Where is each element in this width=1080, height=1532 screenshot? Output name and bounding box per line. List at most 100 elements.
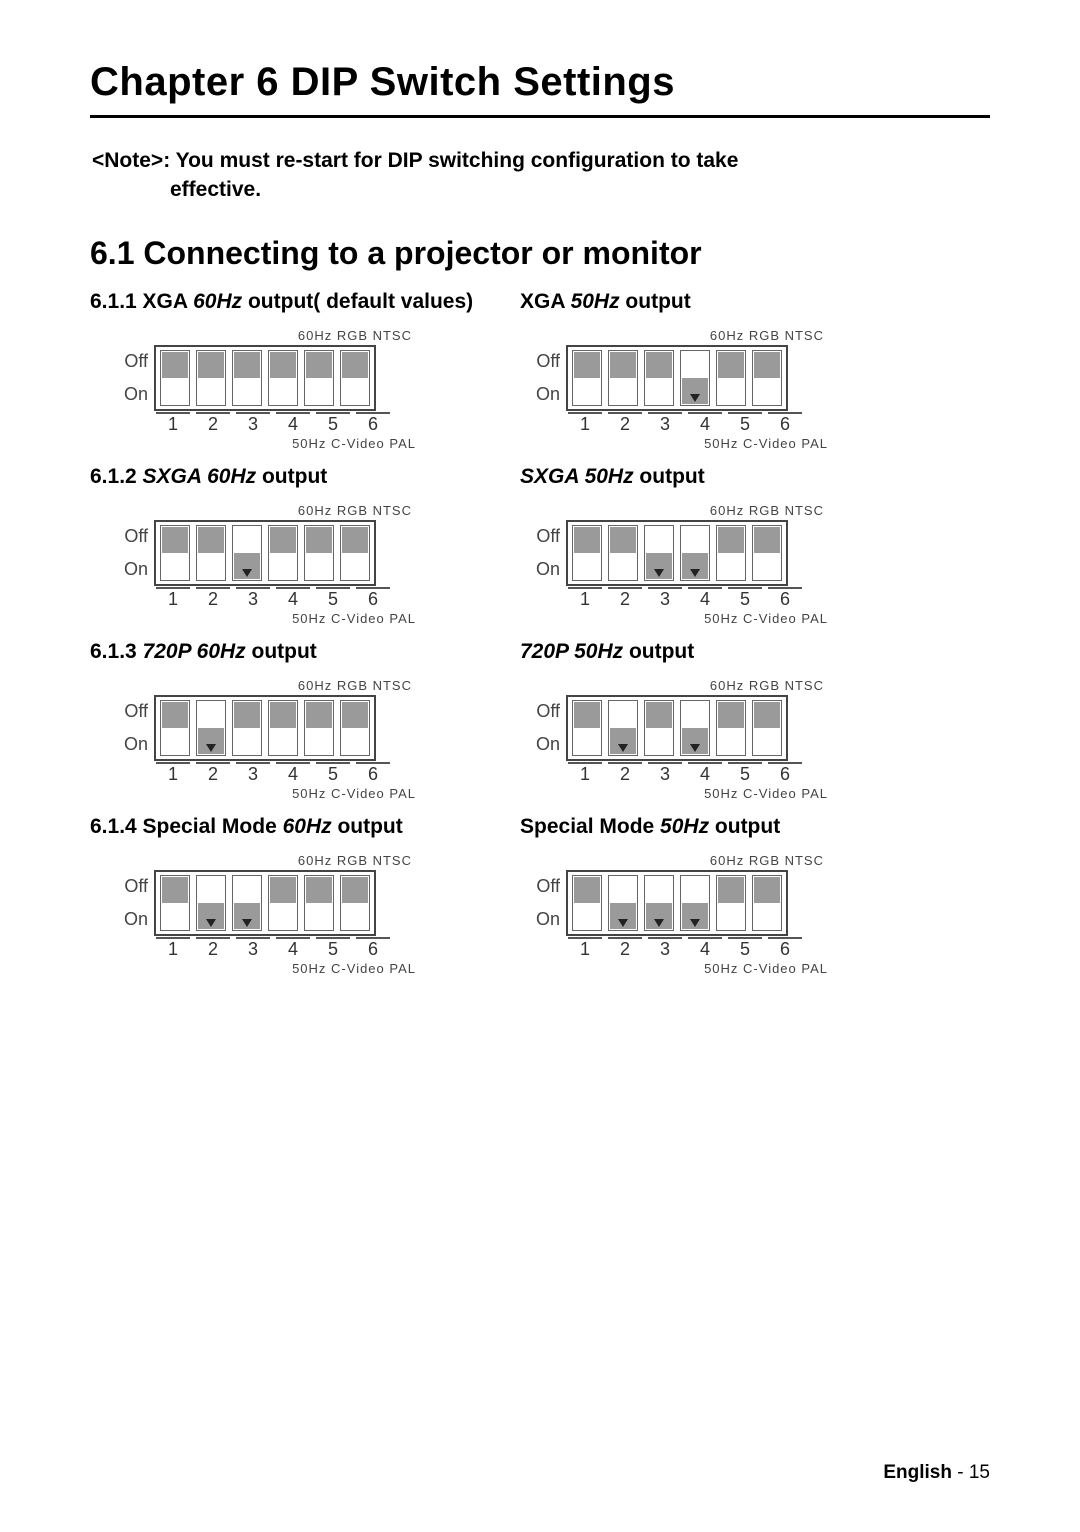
dip-number: 3	[236, 587, 270, 610]
dip-number: 2	[196, 412, 230, 435]
dip-number: 6	[356, 937, 390, 960]
footer-lang: English	[883, 1462, 952, 1483]
dip-number: 2	[196, 762, 230, 785]
dip-off-label: Off	[118, 351, 148, 372]
dip-number: 3	[648, 762, 682, 785]
dip-bottom-labels: 50Hz C-Video PAL	[530, 436, 830, 451]
dip-number: 4	[276, 412, 310, 435]
dip-number: 6	[768, 762, 802, 785]
dip-switch-6	[340, 700, 370, 756]
footer-sep: -	[952, 1462, 969, 1483]
dip-switch-1	[572, 350, 602, 406]
dip-frame	[154, 520, 376, 586]
dip-bottom-labels: 50Hz C-Video PAL	[118, 786, 418, 801]
subsection-left-title: 6.1.3 720P 60Hz output	[90, 640, 520, 664]
dip-number: 6	[768, 937, 802, 960]
subsection-title-row: 6.1.4 Special Mode 60Hz outputSpecial Mo…	[90, 815, 990, 839]
dip-diagram: 60Hz RGB NTSCOffOn12345650Hz C-Video PAL	[118, 678, 418, 801]
dip-number: 3	[236, 762, 270, 785]
dip-top-labels: 60Hz RGB NTSC	[118, 853, 418, 868]
subsection-right-title: SXGA 50Hz output	[520, 465, 990, 489]
dip-switch-1	[160, 700, 190, 756]
dip-diagram: 60Hz RGB NTSCOffOn12345650Hz C-Video PAL	[530, 503, 830, 626]
dip-number: 4	[688, 762, 722, 785]
dip-switch-4	[268, 700, 298, 756]
dip-top-labels: 60Hz RGB NTSC	[118, 678, 418, 693]
dip-on-label: On	[118, 384, 148, 405]
dip-frame	[154, 345, 376, 411]
diagram-right: 60Hz RGB NTSCOffOn12345650Hz C-Video PAL	[520, 853, 990, 976]
dip-number: 2	[608, 937, 642, 960]
subsection-title-row: 6.1.2 SXGA 60Hz outputSXGA 50Hz output	[90, 465, 990, 489]
dip-switch-6	[752, 350, 782, 406]
dip-number: 3	[648, 412, 682, 435]
dip-switch-2	[196, 525, 226, 581]
dip-switch-5	[716, 350, 746, 406]
dip-switch-4	[680, 875, 710, 931]
dip-diagram: 60Hz RGB NTSCOffOn12345650Hz C-Video PAL	[530, 853, 830, 976]
dip-switch-4	[268, 875, 298, 931]
diagram-right: 60Hz RGB NTSCOffOn12345650Hz C-Video PAL	[520, 503, 990, 626]
dip-number: 1	[156, 762, 190, 785]
page-footer: English - 15	[883, 1462, 990, 1484]
dip-frame	[566, 520, 788, 586]
dip-number: 4	[688, 587, 722, 610]
dip-number: 1	[568, 412, 602, 435]
dip-numbers: 123456	[118, 761, 418, 785]
dip-switch-1	[160, 525, 190, 581]
dip-number: 5	[728, 412, 762, 435]
dip-top-labels: 60Hz RGB NTSC	[530, 328, 830, 343]
dip-diagram: 60Hz RGB NTSCOffOn12345650Hz C-Video PAL	[118, 503, 418, 626]
dip-switch-3	[232, 350, 262, 406]
dip-number: 1	[568, 937, 602, 960]
dip-switch-2	[608, 875, 638, 931]
dip-number: 5	[316, 937, 350, 960]
dip-number: 2	[196, 587, 230, 610]
dip-switch-5	[716, 525, 746, 581]
dip-switch-6	[340, 350, 370, 406]
dip-number: 4	[688, 937, 722, 960]
dip-off-label: Off	[530, 876, 560, 897]
dip-top-labels: 60Hz RGB NTSC	[530, 678, 830, 693]
diagram-row: 60Hz RGB NTSCOffOn12345650Hz C-Video PAL…	[90, 853, 990, 976]
dip-switch-2	[608, 700, 638, 756]
dip-number: 3	[648, 587, 682, 610]
dip-number: 1	[156, 412, 190, 435]
dip-switch-3	[644, 875, 674, 931]
diagram-row: 60Hz RGB NTSCOffOn12345650Hz C-Video PAL…	[90, 678, 990, 801]
dip-top-labels: 60Hz RGB NTSC	[118, 328, 418, 343]
diagram-left: 60Hz RGB NTSCOffOn12345650Hz C-Video PAL	[90, 503, 520, 626]
dip-diagram: 60Hz RGB NTSCOffOn12345650Hz C-Video PAL	[530, 678, 830, 801]
dip-off-label: Off	[118, 526, 148, 547]
dip-diagram: 60Hz RGB NTSCOffOn12345650Hz C-Video PAL	[118, 328, 418, 451]
diagram-right: 60Hz RGB NTSCOffOn12345650Hz C-Video PAL	[520, 328, 990, 451]
dip-number: 1	[156, 587, 190, 610]
dip-switch-1	[572, 700, 602, 756]
dip-switch-4	[268, 525, 298, 581]
dip-switch-2	[608, 525, 638, 581]
dip-on-label: On	[530, 559, 560, 580]
dip-switch-5	[304, 525, 334, 581]
dip-switch-6	[752, 875, 782, 931]
dip-switch-3	[232, 875, 262, 931]
dip-switch-5	[304, 875, 334, 931]
dip-number: 2	[196, 937, 230, 960]
dip-switch-2	[196, 350, 226, 406]
subsection-right-title: XGA 50Hz output	[520, 290, 990, 314]
dip-diagram: 60Hz RGB NTSCOffOn12345650Hz C-Video PAL	[118, 853, 418, 976]
dip-numbers: 123456	[530, 936, 830, 960]
diagram-right: 60Hz RGB NTSCOffOn12345650Hz C-Video PAL	[520, 678, 990, 801]
dip-number: 1	[568, 587, 602, 610]
dip-number: 5	[728, 587, 762, 610]
dip-switch-1	[572, 875, 602, 931]
dip-on-label: On	[118, 559, 148, 580]
dip-frame	[566, 345, 788, 411]
footer-page: 15	[969, 1462, 990, 1483]
dip-on-label: On	[118, 909, 148, 930]
dip-switch-4	[680, 700, 710, 756]
subsection-left-title: 6.1.2 SXGA 60Hz output	[90, 465, 520, 489]
dip-number: 2	[608, 412, 642, 435]
dip-switch-3	[644, 700, 674, 756]
dip-switch-3	[644, 525, 674, 581]
subsection-right-title: Special Mode 50Hz output	[520, 815, 990, 839]
